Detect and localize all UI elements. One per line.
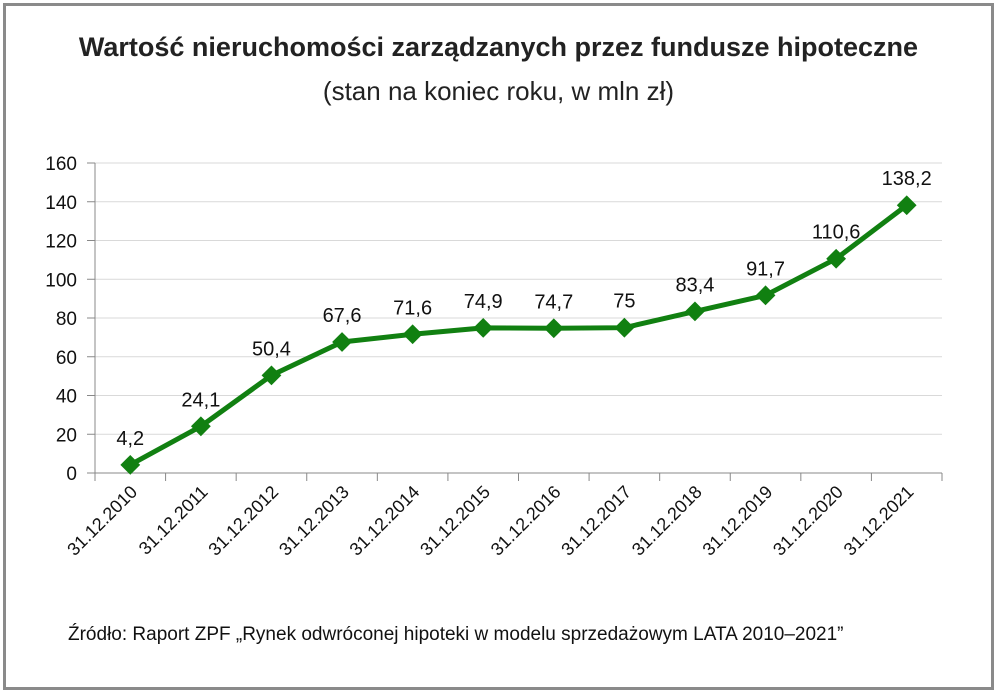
y-tick-label: 0 <box>66 464 77 485</box>
data-label: 71,6 <box>393 297 432 319</box>
x-tick-label: 31.12.2018 <box>628 482 706 560</box>
x-tick-label: 31.12.2015 <box>416 482 494 560</box>
chart-title: Wartość nieruchomości zarządzanych przez… <box>78 32 919 62</box>
y-tick-label: 100 <box>45 270 77 291</box>
x-tick-label: 31.12.2020 <box>769 482 847 560</box>
data-label: 74,7 <box>534 291 573 313</box>
x-tick-label: 31.12.2021 <box>840 482 918 560</box>
y-tick-label: 60 <box>56 348 77 369</box>
x-tick-label: 31.12.2014 <box>346 482 424 560</box>
x-tick-label: 31.12.2013 <box>275 482 353 560</box>
data-label: 138,2 <box>882 168 932 190</box>
data-point-marker <box>473 317 494 338</box>
series-line <box>129 203 909 468</box>
source-note: Źródło: Raport ZPF „Rynek odwróconej hip… <box>68 624 844 645</box>
data-point-marker <box>190 416 211 437</box>
data-label: 110,6 <box>812 222 861 244</box>
chart-subtitle: (stan na koniec roku, w mln zł) <box>322 76 675 106</box>
data-label: 50,4 <box>252 338 291 360</box>
data-label: 91,7 <box>746 258 785 280</box>
y-tick-label: 80 <box>56 309 77 330</box>
data-label: 24,1 <box>181 389 220 411</box>
data-point-marker <box>261 365 282 386</box>
data-label: 4,2 <box>116 428 144 450</box>
data-point-marker <box>755 285 776 306</box>
data-point-marker <box>614 317 635 338</box>
chart-frame <box>3 3 994 690</box>
y-tick-label: 20 <box>56 425 77 446</box>
data-point-marker <box>332 332 352 352</box>
y-tick-label: 40 <box>56 387 77 408</box>
data-point-marker <box>543 318 564 339</box>
y-tick-label: 160 <box>45 154 77 175</box>
data-label: 67,6 <box>323 305 362 327</box>
data-label: 83,4 <box>675 274 714 296</box>
x-tick-label: 31.12.2010 <box>63 482 141 560</box>
x-tick-label: 31.12.2016 <box>487 482 565 560</box>
x-tick-label: 31.12.2011 <box>135 482 212 559</box>
y-tick-label: 140 <box>45 193 77 214</box>
x-tick-label: 31.12.2019 <box>699 482 777 560</box>
data-label: 75 <box>613 291 635 313</box>
x-tick-label: 31.12.2012 <box>204 482 282 560</box>
data-point-marker <box>120 454 141 475</box>
x-tick-label: 31.12.2017 <box>557 482 635 560</box>
y-tick-label: 120 <box>45 232 77 253</box>
data-point-marker <box>685 301 705 322</box>
data-label: 74,9 <box>464 291 503 313</box>
data-point-marker <box>402 324 423 345</box>
